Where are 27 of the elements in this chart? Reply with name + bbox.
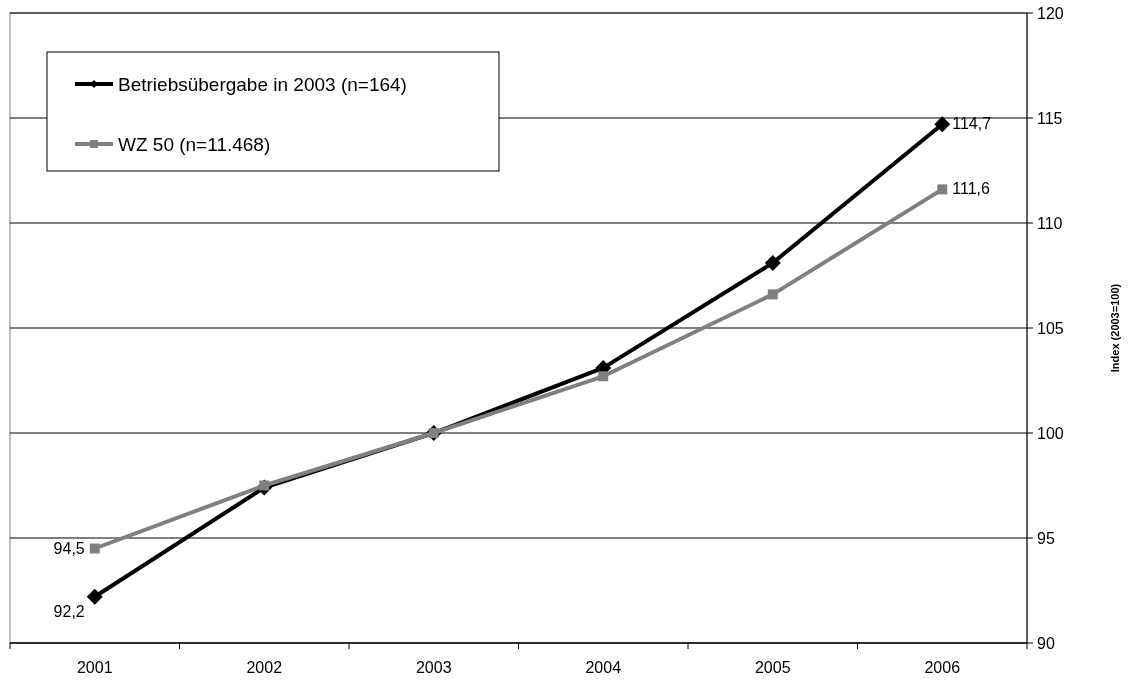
x-tick-label: 2005 <box>754 659 791 676</box>
point <box>598 371 609 382</box>
data-label: 114,7 <box>952 115 992 133</box>
point <box>86 588 103 605</box>
y-axis-title: Index (2003=100) <box>1109 283 1121 373</box>
data-label: 94,5 <box>53 539 85 557</box>
x-tick-label: 2002 <box>246 659 283 676</box>
legend-label: WZ 50 (n=11.468) <box>118 134 271 155</box>
y-tick-label: 90 <box>1037 635 1055 652</box>
data-label: 92,2 <box>53 602 85 620</box>
y-tick-label: 105 <box>1037 320 1064 337</box>
x-tick-label: 2001 <box>76 659 113 676</box>
y-tick-label: 115 <box>1037 110 1063 127</box>
y-tick-label: 100 <box>1037 425 1064 442</box>
point <box>89 543 100 554</box>
point <box>767 289 778 300</box>
data-label: 111,6 <box>952 180 991 198</box>
x-tick-label: 2003 <box>415 659 452 676</box>
x-tick-label: 2006 <box>924 659 961 676</box>
point <box>934 116 951 133</box>
legend-label: Betriebsübergabe in 2003 (n=164) <box>118 74 407 95</box>
x-tick-label: 2004 <box>585 659 622 676</box>
point <box>937 184 948 195</box>
y-tick-label: 110 <box>1037 215 1063 232</box>
y-tick-label: 95 <box>1037 530 1055 547</box>
point <box>764 254 781 271</box>
y-tick-label: 120 <box>1037 5 1064 22</box>
